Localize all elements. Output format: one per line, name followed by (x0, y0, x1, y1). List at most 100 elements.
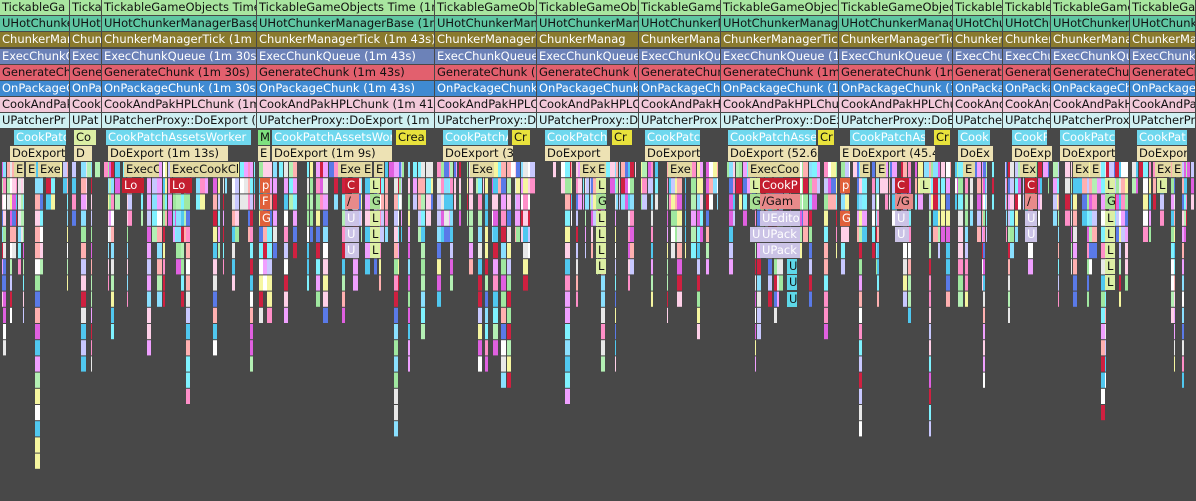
timer-block[interactable]: OnPacka (1003, 81, 1050, 96)
timer-block[interactable]: ExecCookClu (170, 162, 238, 177)
timer-block[interactable]: Generate (1003, 64, 1050, 80)
timer-block[interactable]: OnPackageChu (1051, 81, 1129, 96)
timer-block[interactable]: CookP (760, 178, 800, 194)
timer-block[interactable]: CookAndPakHPLChunk (839, 97, 952, 113)
timer-block[interactable]: OnPackageChunk (1m (839, 81, 952, 96)
timer-block[interactable]: UPatcherProxy::DoEx (839, 113, 952, 129)
timer-block[interactable]: Exe (38, 162, 60, 177)
timer-block[interactable]: L (596, 226, 606, 242)
timer-block[interactable]: U (1025, 210, 1037, 226)
timer-block[interactable]: U (345, 243, 359, 258)
timer-block[interactable]: /Gam (760, 194, 800, 210)
timer-block[interactable]: TickableGameObjects Time (1m 4 (257, 0, 434, 15)
timer-block[interactable]: OnPackageChunk (1m 30s) (102, 81, 256, 96)
timer-block[interactable]: Cook (958, 129, 990, 145)
timer-block[interactable]: OnPackageC (1130, 81, 1195, 96)
timer-block[interactable]: UHotChunkerManag (435, 16, 536, 32)
timer-block[interactable]: ExecChunkQueue ( (537, 48, 638, 64)
timer-block[interactable]: UHotChunkerM (639, 16, 720, 32)
timer-block[interactable]: GenerateChu (0, 64, 69, 80)
timer-block[interactable]: L (370, 243, 380, 258)
timer-block[interactable]: ChunkerManagerTick (1m 43s) (257, 32, 434, 48)
timer-block[interactable]: ExecChunkQueue (1m (839, 48, 952, 64)
timer-block[interactable]: DoExport (45.4 (850, 145, 935, 161)
timer-block[interactable]: ChunkerManagerTick (839, 32, 952, 48)
timer-block[interactable]: GenerateChunk (1m 30s) (102, 64, 256, 80)
timer-block[interactable]: ChunkerMa (1130, 32, 1195, 48)
timer-block[interactable]: TickableGameO (639, 0, 720, 15)
timer-block[interactable]: OnPackageChu (639, 81, 720, 96)
timer-block[interactable]: D (74, 145, 92, 161)
timer-block[interactable]: OnPackageChunk (1m 43s) (257, 81, 434, 96)
timer-block[interactable]: L (596, 259, 606, 275)
timer-block[interactable]: Gener (70, 64, 101, 80)
timer-block[interactable]: L (1105, 210, 1115, 226)
timer-block[interactable]: L (370, 226, 380, 242)
timer-block[interactable]: L (1105, 275, 1115, 291)
timer-block[interactable]: CookPatc (14, 129, 66, 145)
timer-block[interactable]: Tickable (1003, 0, 1050, 15)
timer-block[interactable]: E (1172, 162, 1182, 177)
timer-block[interactable]: /G (895, 194, 913, 210)
timer-block[interactable]: CookAnd (953, 97, 1002, 113)
timer-block[interactable]: Exe (470, 162, 494, 177)
timer-block[interactable]: G (370, 194, 380, 210)
timer-block[interactable]: UEdito (760, 210, 800, 226)
timer-block[interactable]: DoExport (1060, 145, 1115, 161)
timer-block[interactable]: C (1025, 178, 1037, 194)
timer-block[interactable]: p (840, 178, 850, 194)
timer-block[interactable]: CookP (1012, 129, 1047, 145)
timer-block[interactable]: CookAnd (1003, 97, 1050, 113)
timer-block[interactable]: DoExp (1012, 145, 1052, 161)
timer-block[interactable]: UPack (760, 243, 800, 258)
timer-block[interactable]: ChunkerManagerTick ( (721, 32, 838, 48)
timer-block[interactable]: Cr (512, 129, 530, 145)
timer-block[interactable]: Exe (338, 162, 362, 177)
timer-block[interactable]: OnPacka (953, 81, 1002, 96)
timer-block[interactable]: DoExport (1m 13s) (108, 145, 228, 161)
timer-block[interactable]: TickableGame (1051, 0, 1129, 15)
timer-block[interactable]: Lo (122, 178, 144, 194)
timer-block[interactable]: GenerateChunk (58. (537, 64, 638, 80)
timer-block[interactable]: E (26, 162, 36, 177)
timer-block[interactable]: DoExport (545, 145, 610, 161)
timer-block[interactable]: GenerateChunk (1m 8s (721, 64, 838, 80)
timer-block[interactable]: UHotChunk (1130, 16, 1195, 32)
timer-block[interactable]: U (345, 226, 359, 242)
timer-block[interactable]: Ex (1073, 162, 1089, 177)
timer-block[interactable]: L (1105, 226, 1115, 242)
timer-block[interactable]: CookAndPakHPLChunk (1m 29 (102, 97, 256, 113)
timer-block[interactable]: UPatcherPr (1130, 113, 1195, 129)
timer-block[interactable]: UPatcherProxy::DoEx (721, 113, 838, 129)
timer-block[interactable]: U (787, 259, 797, 275)
timer-block[interactable]: U (750, 226, 760, 242)
timer-block[interactable]: OnPackageChunk ( (435, 81, 536, 96)
timer-block[interactable]: E (860, 162, 870, 177)
timer-block[interactable]: U (345, 210, 359, 226)
timer-block[interactable]: E (1090, 162, 1100, 177)
timer-block[interactable]: ChunkerManagerTick (1m 30s (102, 32, 256, 48)
timer-block[interactable]: OnPa (70, 81, 101, 96)
timer-block[interactable]: L (1157, 178, 1167, 194)
timer-block[interactable]: UPatcherPr (0, 113, 69, 129)
timer-block[interactable]: UPatcherProxy::D (435, 113, 536, 129)
timer-block[interactable]: Ex (1020, 162, 1036, 177)
timer-block[interactable]: U (895, 226, 909, 242)
timer-block[interactable]: L (370, 178, 380, 194)
timer-block[interactable]: DoExport (10, 145, 65, 161)
timer-block[interactable]: UHotChunkerManagerBase (1m 43 (257, 16, 434, 32)
timer-block[interactable]: OnPackageC (0, 81, 69, 96)
timer-block[interactable]: CookPatchAss (850, 129, 925, 145)
timer-block[interactable]: E (963, 162, 975, 177)
timer-block[interactable]: ExecChunkQueue (1m 3 (721, 48, 838, 64)
timer-block[interactable]: TickableGameObjects (839, 0, 952, 15)
timer-block[interactable]: L (596, 178, 606, 194)
timer-block[interactable]: ExecChunkQueue (1m 43s) (257, 48, 434, 64)
timer-block[interactable]: CookPatc (1060, 129, 1115, 145)
timer-block[interactable]: Exe (668, 162, 692, 177)
timer-block[interactable]: E (840, 145, 850, 161)
timer-block[interactable]: GenerateChunk (1m 6 (839, 64, 952, 80)
timer-block[interactable]: DoEx (958, 145, 993, 161)
timer-block[interactable]: ChunkerManag (639, 32, 720, 48)
timer-block[interactable]: CookAndPakHPLCh (435, 97, 536, 113)
